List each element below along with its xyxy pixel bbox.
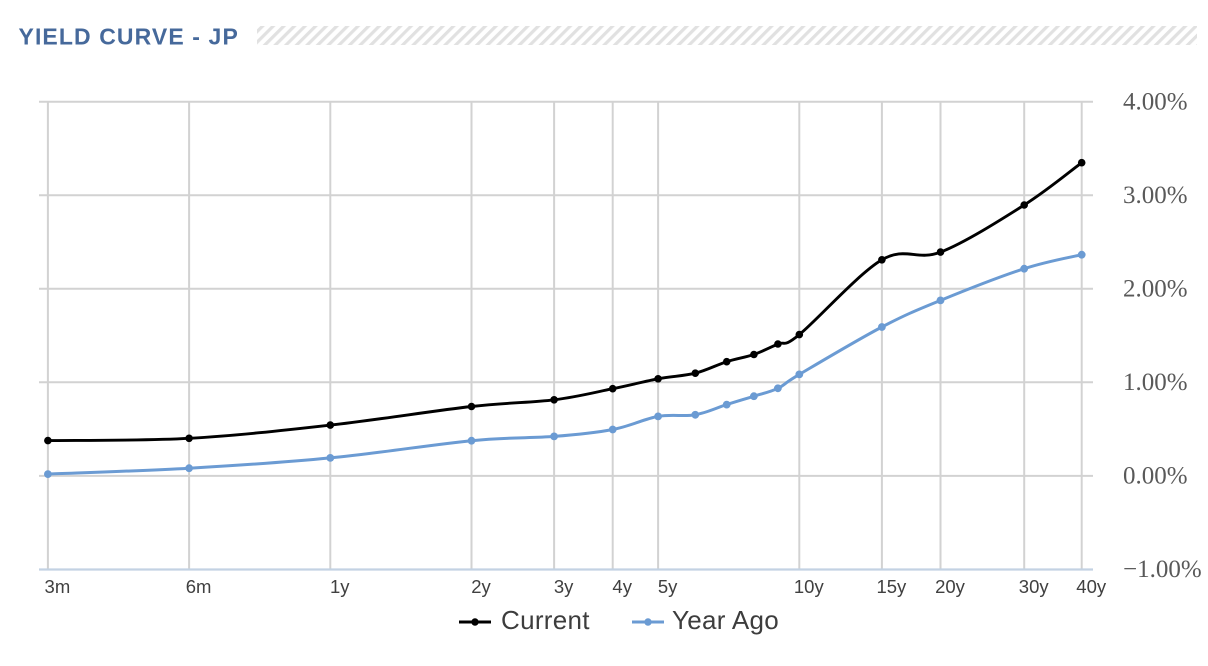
svg-text:3y: 3y [554, 576, 574, 597]
svg-text:0.00%: 0.00% [1123, 463, 1188, 490]
svg-text:10y: 10y [794, 576, 825, 597]
svg-text:2y: 2y [471, 576, 491, 597]
svg-text:2.00%: 2.00% [1123, 275, 1188, 302]
svg-text:40y: 40y [1076, 576, 1107, 597]
svg-text:Current: Current [501, 605, 590, 635]
svg-text:20y: 20y [935, 576, 966, 597]
svg-text:30y: 30y [1019, 576, 1050, 597]
svg-text:5y: 5y [658, 576, 678, 597]
svg-text:1.00%: 1.00% [1123, 369, 1188, 396]
svg-text:Year Ago: Year Ago [672, 605, 779, 635]
svg-text:6m: 6m [186, 576, 212, 597]
svg-text:1y: 1y [330, 576, 350, 597]
svg-text:−1.00%: −1.00% [1123, 556, 1202, 583]
svg-text:3.00%: 3.00% [1123, 182, 1188, 209]
svg-text:4y: 4y [612, 576, 632, 597]
svg-text:YIELD CURVE - JP: YIELD CURVE - JP [19, 24, 239, 50]
svg-text:3m: 3m [45, 576, 71, 597]
svg-text:15y: 15y [876, 576, 907, 597]
svg-text:4.00%: 4.00% [1123, 88, 1188, 115]
